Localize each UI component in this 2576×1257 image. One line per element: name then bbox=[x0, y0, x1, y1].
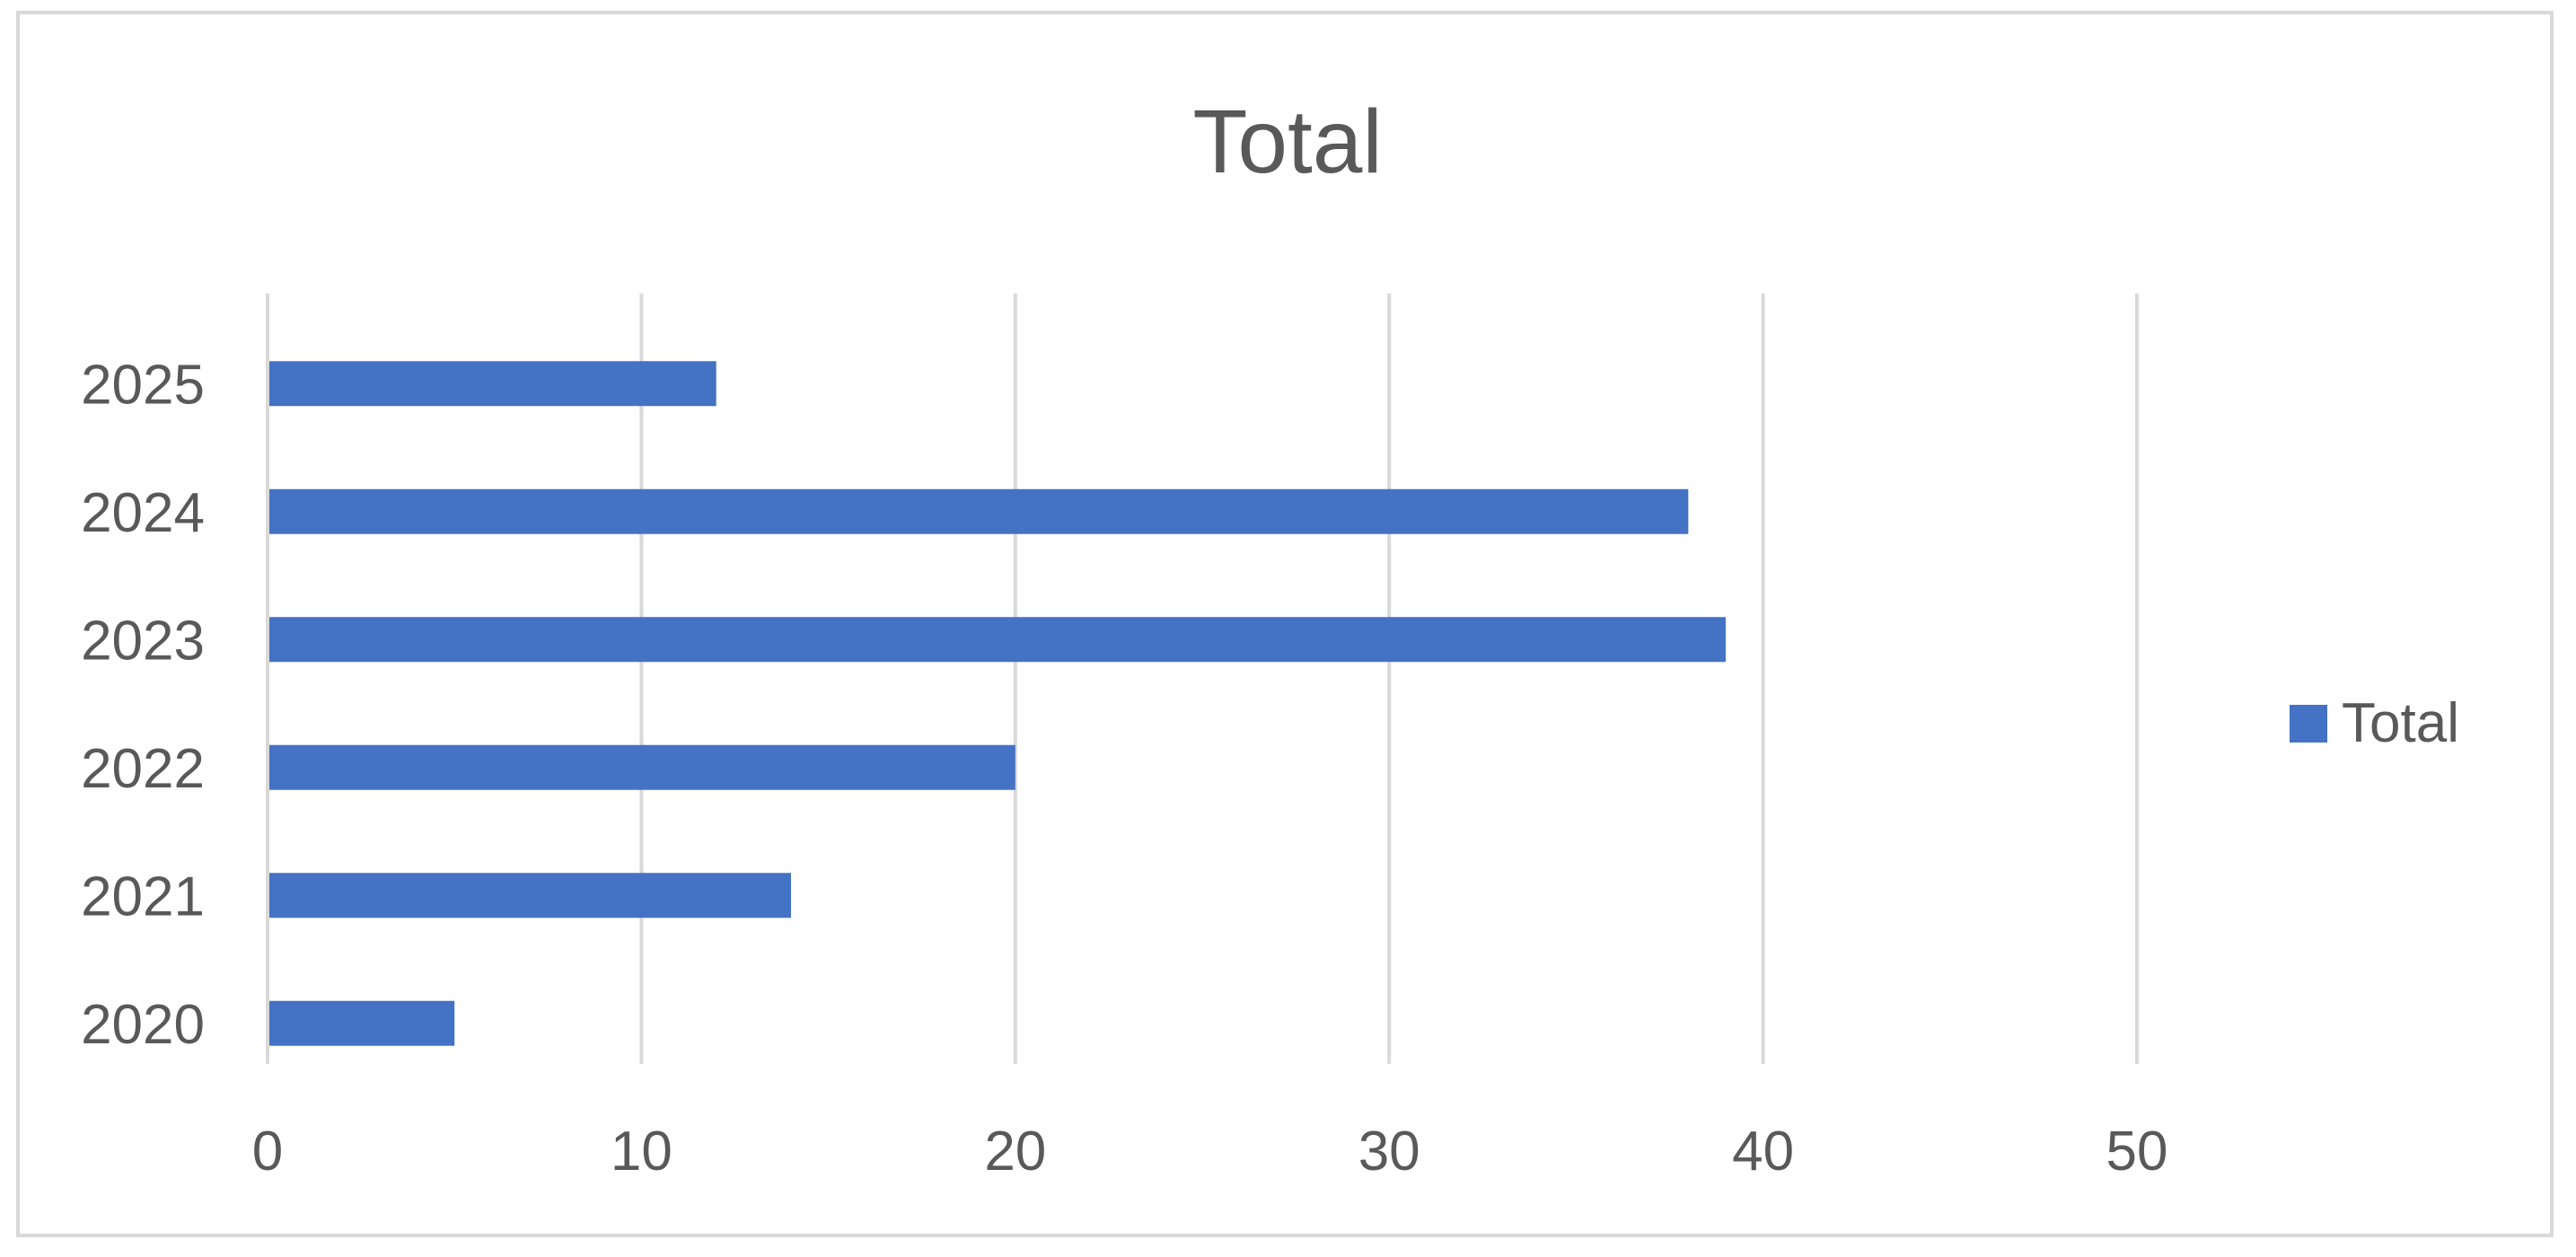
x-tick-label-10: 10 bbox=[611, 1121, 673, 1182]
x-tick-label-50: 50 bbox=[2106, 1121, 2168, 1182]
x-axis-labels: 0 10 20 30 40 50 bbox=[252, 1121, 2168, 1182]
y-tick-label-2024: 2024 bbox=[81, 482, 205, 544]
y-tick-label-2021: 2021 bbox=[81, 866, 205, 927]
x-tick-label-0: 0 bbox=[252, 1121, 283, 1182]
y-axis-labels: 2020 2021 2022 2023 2024 2025 bbox=[81, 354, 205, 1056]
gridlines bbox=[266, 294, 2139, 1064]
chart-title: Total bbox=[1192, 92, 1382, 192]
y-tick-label-2023: 2023 bbox=[81, 610, 205, 672]
x-tick-label-20: 20 bbox=[984, 1121, 1046, 1182]
bar-2024 bbox=[269, 488, 1689, 534]
x-tick-label-30: 30 bbox=[1358, 1121, 1420, 1182]
bar-2023 bbox=[269, 617, 1726, 663]
legend-swatch bbox=[2290, 705, 2327, 743]
bars bbox=[269, 361, 1726, 1046]
bar-2021 bbox=[269, 873, 791, 919]
y-tick-label-2022: 2022 bbox=[81, 738, 205, 800]
legend: Total bbox=[2290, 692, 2459, 754]
y-tick-label-2025: 2025 bbox=[81, 354, 205, 416]
y-tick-label-2020: 2020 bbox=[81, 994, 205, 1056]
x-tick-label-40: 40 bbox=[1732, 1121, 1794, 1182]
bar-2022 bbox=[269, 744, 1015, 790]
bar-2020 bbox=[269, 1000, 455, 1046]
bar-2025 bbox=[269, 361, 717, 407]
legend-label-total: Total bbox=[2342, 692, 2459, 754]
